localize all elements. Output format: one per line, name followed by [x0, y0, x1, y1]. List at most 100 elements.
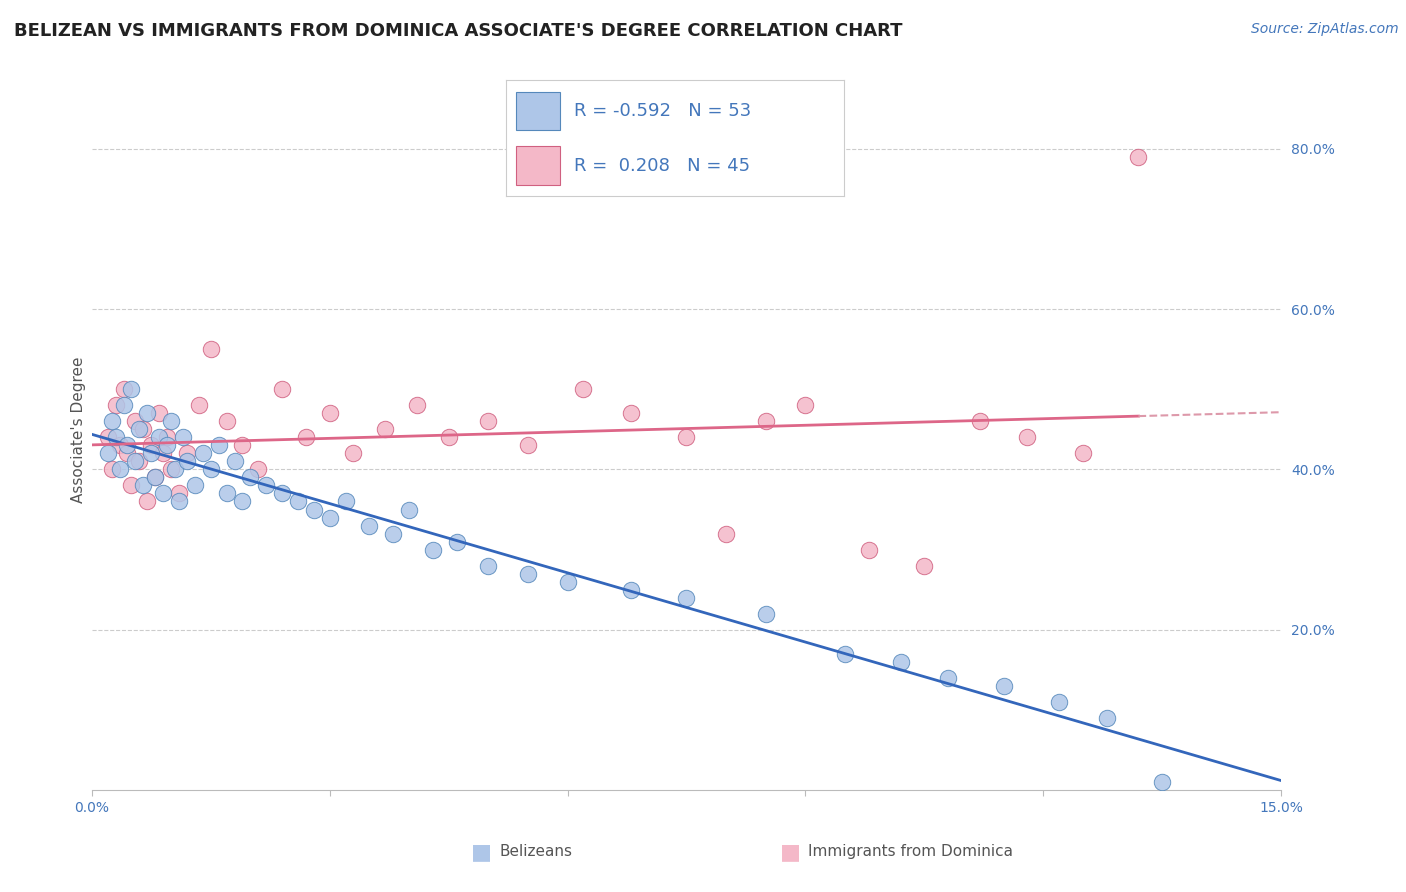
Text: ■: ■ — [471, 842, 492, 862]
Point — [108, 462, 131, 476]
Point — [675, 591, 697, 605]
Point — [117, 438, 139, 452]
Point — [108, 438, 131, 452]
Text: ■: ■ — [780, 842, 801, 862]
Point — [100, 414, 122, 428]
Point — [120, 478, 142, 492]
Point — [120, 382, 142, 396]
Point — [167, 494, 190, 508]
Point — [148, 430, 170, 444]
Point — [302, 502, 325, 516]
Point — [287, 494, 309, 508]
Point — [224, 454, 246, 468]
Point — [97, 446, 120, 460]
Point — [1128, 150, 1150, 164]
Point — [437, 430, 460, 444]
Text: Source: ZipAtlas.com: Source: ZipAtlas.com — [1251, 22, 1399, 37]
Y-axis label: Associate's Degree: Associate's Degree — [72, 356, 86, 502]
Point — [359, 518, 381, 533]
Point — [104, 430, 127, 444]
Point — [446, 534, 468, 549]
Point — [152, 446, 174, 460]
Point — [160, 462, 183, 476]
Text: Immigrants from Dominica: Immigrants from Dominica — [808, 845, 1014, 859]
Point — [141, 438, 163, 452]
Point — [477, 414, 499, 428]
Point — [969, 414, 991, 428]
Point — [215, 414, 238, 428]
Point — [231, 438, 253, 452]
Point — [834, 647, 856, 661]
Point — [141, 446, 163, 460]
Point — [143, 470, 166, 484]
Point — [557, 574, 579, 589]
Point — [858, 542, 880, 557]
Point — [254, 478, 277, 492]
Point — [318, 510, 340, 524]
Point — [675, 430, 697, 444]
Text: Belizeans: Belizeans — [499, 845, 572, 859]
Point — [1152, 775, 1174, 789]
Point — [167, 486, 190, 500]
Point — [295, 430, 318, 444]
Point — [239, 470, 262, 484]
Point — [1071, 446, 1094, 460]
Point — [215, 486, 238, 500]
Point — [132, 478, 155, 492]
Point — [374, 422, 396, 436]
Point — [176, 446, 198, 460]
Point — [398, 502, 420, 516]
Point — [187, 398, 209, 412]
Point — [477, 558, 499, 573]
Point — [794, 398, 817, 412]
Point — [100, 462, 122, 476]
Point — [516, 566, 538, 581]
Point — [143, 470, 166, 484]
Point — [124, 414, 146, 428]
Point — [160, 414, 183, 428]
Point — [176, 454, 198, 468]
Point — [200, 462, 222, 476]
Point — [156, 430, 179, 444]
Bar — [516, 92, 560, 130]
Point — [755, 607, 778, 621]
Point — [128, 422, 150, 436]
Point — [620, 406, 643, 420]
Point — [136, 494, 159, 508]
Point — [112, 382, 135, 396]
Point — [208, 438, 231, 452]
Point — [117, 446, 139, 460]
Point — [1095, 711, 1118, 725]
Point — [172, 430, 194, 444]
Point — [936, 671, 959, 685]
Point — [271, 382, 294, 396]
Point — [572, 382, 595, 396]
Point — [132, 422, 155, 436]
Point — [124, 454, 146, 468]
Point — [890, 655, 912, 669]
Point — [382, 526, 405, 541]
Point — [231, 494, 253, 508]
Point — [335, 494, 357, 508]
Point — [165, 462, 187, 476]
Point — [148, 406, 170, 420]
Point — [755, 414, 778, 428]
Point — [97, 430, 120, 444]
Point — [191, 446, 214, 460]
Point — [318, 406, 340, 420]
Point — [912, 558, 935, 573]
Text: R = -0.592   N = 53: R = -0.592 N = 53 — [574, 102, 751, 120]
Point — [422, 542, 444, 557]
Point — [271, 486, 294, 500]
Point — [200, 342, 222, 356]
Point — [516, 438, 538, 452]
Text: BELIZEAN VS IMMIGRANTS FROM DOMINICA ASSOCIATE'S DEGREE CORRELATION CHART: BELIZEAN VS IMMIGRANTS FROM DOMINICA ASS… — [14, 22, 903, 40]
Point — [714, 526, 737, 541]
Point — [620, 582, 643, 597]
Point — [1047, 695, 1070, 709]
Point — [112, 398, 135, 412]
Point — [1017, 430, 1039, 444]
Point — [104, 398, 127, 412]
Point — [406, 398, 429, 412]
Point — [136, 406, 159, 420]
